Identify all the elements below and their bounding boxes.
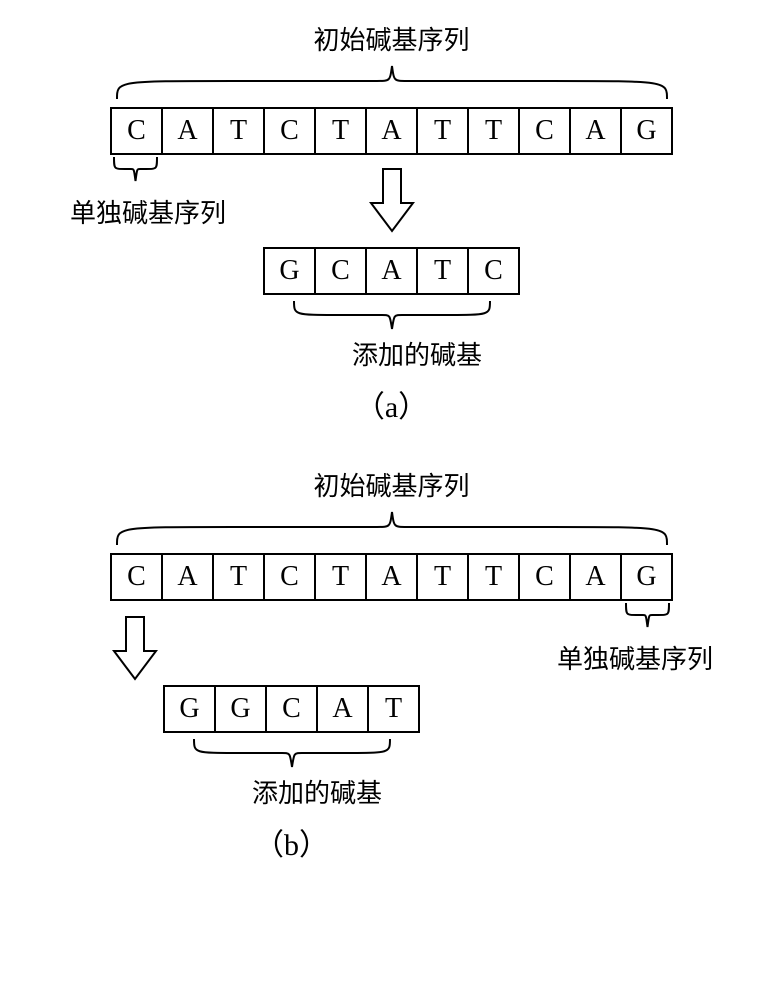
seq-cell: T	[214, 109, 265, 153]
seq-cell: T	[418, 109, 469, 153]
single-brace-wrap-a: 单独碱基序列	[110, 155, 673, 225]
seq-cell: G	[622, 555, 671, 599]
result-sequence-a: G C A T C	[263, 247, 520, 295]
seq-cell: A	[367, 109, 418, 153]
seq-cell: T	[316, 555, 367, 599]
seq-cell: A	[571, 555, 622, 599]
top-brace-b	[112, 507, 672, 547]
seq-cell: C	[112, 109, 163, 153]
single-brace-b	[622, 601, 673, 631]
seq-cell: A	[163, 109, 214, 153]
seq-cell: T	[469, 555, 520, 599]
seq-cell: G	[265, 249, 316, 293]
arrow-down-icon	[110, 613, 160, 683]
added-label-b: 添加的碱基	[252, 773, 382, 810]
single-brace-a	[110, 155, 161, 185]
top-label-b: 初始碱基序列	[313, 466, 469, 503]
added-label-a: 添加的碱基	[352, 335, 482, 372]
seq-cell: C	[520, 109, 571, 153]
panel-a: 初始碱基序列 C A T C T A T T C A G 单独碱基序列 G C …	[110, 20, 673, 426]
seq-cell: T	[418, 555, 469, 599]
seq-cell: T	[316, 109, 367, 153]
initial-sequence-b: C A T C T A T T C A G	[110, 553, 673, 601]
seq-cell: C	[265, 555, 316, 599]
added-brace-b	[190, 737, 445, 771]
seq-cell: C	[520, 555, 571, 599]
seq-cell: A	[163, 555, 214, 599]
seq-cell: C	[112, 555, 163, 599]
seq-cell: A	[367, 249, 418, 293]
seq-cell: T	[418, 249, 469, 293]
top-brace-a	[112, 61, 672, 101]
seq-cell: C	[469, 249, 518, 293]
seq-cell: C	[265, 109, 316, 153]
panel-tag-b: （b）	[254, 820, 329, 864]
panel-tag-a: （a）	[355, 382, 428, 426]
panel-b: 初始碱基序列 C A T C T A T T C A G 单独碱基序列 G G …	[110, 466, 673, 864]
top-label-a: 初始碱基序列	[313, 20, 469, 57]
initial-sequence-a: C A T C T A T T C A G	[110, 107, 673, 155]
single-label-b: 单独碱基序列	[557, 639, 713, 676]
single-brace-wrap-b: 单独碱基序列	[110, 601, 673, 671]
seq-cell: C	[316, 249, 367, 293]
added-brace-a	[290, 299, 545, 333]
seq-cell: G	[622, 109, 671, 153]
seq-cell: T	[214, 555, 265, 599]
seq-cell: A	[571, 109, 622, 153]
seq-cell: T	[469, 109, 520, 153]
single-label-a: 单独碱基序列	[70, 193, 226, 230]
seq-cell: A	[367, 555, 418, 599]
